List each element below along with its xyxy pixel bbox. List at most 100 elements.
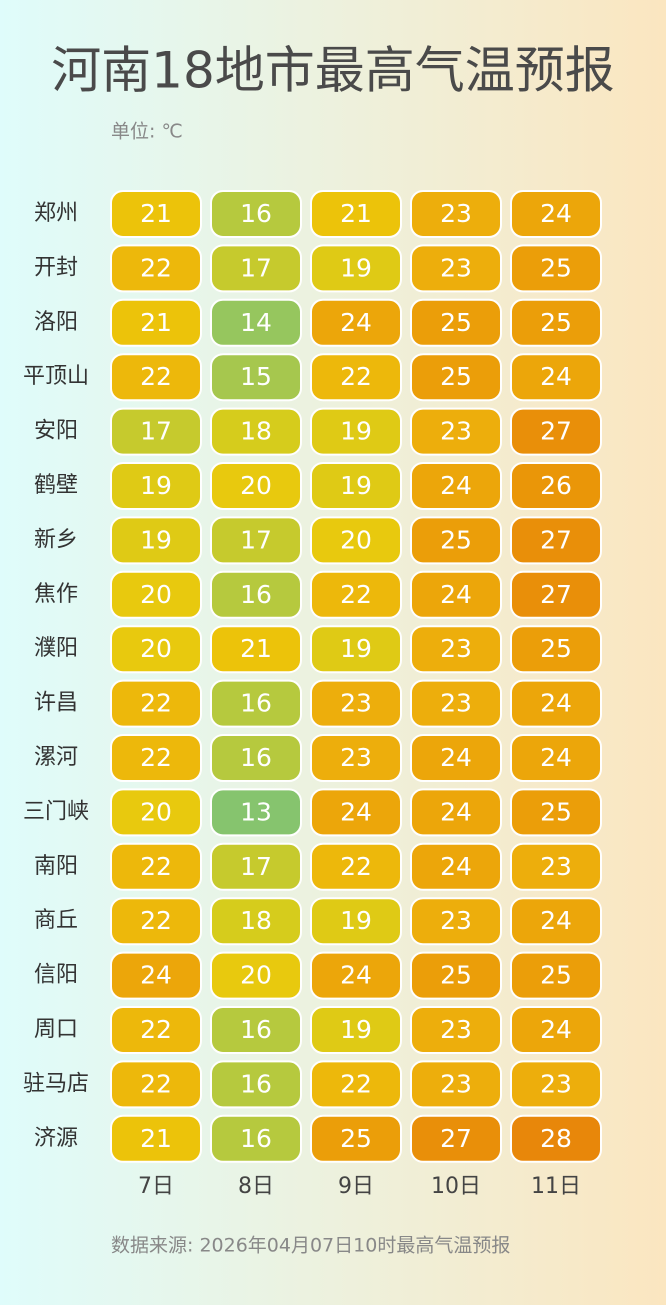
cell-label: 23 xyxy=(440,634,472,663)
cell-label: 16 xyxy=(240,743,272,772)
row-label: 安阳 xyxy=(34,419,78,444)
heat-cell xyxy=(510,244,602,293)
heat-cell xyxy=(310,407,402,456)
heat-cell xyxy=(210,951,302,1000)
heat-cell xyxy=(110,679,202,728)
cell-label: 16 xyxy=(240,580,272,609)
heat-cell xyxy=(110,516,202,565)
heat-cell xyxy=(210,298,302,347)
cell-label: 16 xyxy=(240,1015,272,1044)
cell-label: 25 xyxy=(440,961,472,990)
cell-label: 24 xyxy=(440,743,472,772)
cell-label: 16 xyxy=(240,1124,272,1153)
heat-cell xyxy=(110,570,202,619)
heat-cell xyxy=(510,1006,602,1054)
heat-cell xyxy=(410,625,502,674)
cell-label: 22 xyxy=(140,689,172,718)
cell-label: 20 xyxy=(140,580,172,609)
cell-label: 24 xyxy=(540,689,572,718)
cell-label: 19 xyxy=(340,417,372,446)
heat-cell xyxy=(310,190,402,238)
row-label: 郑州 xyxy=(34,201,78,226)
cell-label: 24 xyxy=(540,199,572,228)
heat-cell xyxy=(410,951,502,1000)
cell-label: 27 xyxy=(540,417,572,446)
heat-cell xyxy=(310,897,402,946)
heat-cell xyxy=(310,679,402,728)
cell-label: 20 xyxy=(240,961,272,990)
heat-cell xyxy=(310,570,402,619)
cell-label: 23 xyxy=(340,689,372,718)
heat-cell xyxy=(510,734,602,782)
cell-label: 19 xyxy=(340,634,372,663)
cell-label: 16 xyxy=(240,689,272,718)
heat-cell xyxy=(310,244,402,293)
cell-label: 20 xyxy=(140,634,172,663)
heat-cell xyxy=(410,298,502,347)
cell-label: 18 xyxy=(240,906,272,935)
cell-label: 24 xyxy=(540,743,572,772)
cell-label: 24 xyxy=(440,580,472,609)
cell-label: 19 xyxy=(140,525,172,554)
heat-cell xyxy=(510,625,602,674)
heat-cell xyxy=(510,788,602,837)
row-label: 济源 xyxy=(34,1126,78,1151)
cell-label: 21 xyxy=(140,308,172,337)
heat-cell xyxy=(510,298,602,347)
row-label: 鹤壁 xyxy=(34,473,78,498)
heat-cell xyxy=(410,1006,502,1054)
heat-cell xyxy=(110,951,202,1000)
heat-cell xyxy=(110,842,202,891)
cell-label: 22 xyxy=(340,1069,372,1098)
heat-cell xyxy=(410,1060,502,1109)
heat-cell xyxy=(310,516,402,565)
heat-cell xyxy=(310,788,402,837)
cell-label: 14 xyxy=(240,308,272,337)
cell-label: 24 xyxy=(540,362,572,391)
cell-label: 20 xyxy=(140,797,172,826)
heat-cell xyxy=(110,462,202,510)
heat-cell xyxy=(410,244,502,293)
heat-cell xyxy=(210,679,302,728)
heat-cell xyxy=(110,897,202,946)
row-label: 许昌 xyxy=(34,691,78,716)
row-label: 洛阳 xyxy=(34,310,78,335)
heat-cell xyxy=(110,1114,202,1163)
cell-label: 23 xyxy=(340,743,372,772)
row-label: 平顶山 xyxy=(23,364,89,389)
cell-label: 23 xyxy=(440,1015,472,1044)
cell-label: 20 xyxy=(240,471,272,500)
heat-cell xyxy=(510,951,602,1000)
heat-cell xyxy=(110,625,202,674)
heat-cell xyxy=(210,1060,302,1109)
cell-label: 27 xyxy=(540,525,572,554)
cell-label: 27 xyxy=(440,1124,472,1153)
heat-cell xyxy=(110,1060,202,1109)
cell-label: 19 xyxy=(340,1015,372,1044)
heat-cell xyxy=(510,516,602,565)
cell-label: 25 xyxy=(540,634,572,663)
cell-label: 24 xyxy=(340,308,372,337)
heat-cell xyxy=(210,842,302,891)
cell-label: 19 xyxy=(340,906,372,935)
heat-cell xyxy=(210,516,302,565)
row-label: 濮阳 xyxy=(34,636,78,661)
chart-title: 河南18地市最高气温预报 xyxy=(51,42,615,100)
cell-label: 24 xyxy=(140,961,172,990)
heat-cell xyxy=(310,951,402,1000)
cell-label: 22 xyxy=(140,852,172,881)
heat-cell xyxy=(110,190,202,238)
cell-label: 23 xyxy=(440,1069,472,1098)
heat-cell xyxy=(110,734,202,782)
heat-cell xyxy=(310,298,402,347)
source-note: 数据来源: 2026年04月07日10时最高气温预报 xyxy=(111,1235,510,1257)
column-label: 7日 xyxy=(138,1174,174,1199)
heat-cell xyxy=(410,190,502,238)
heat-cell xyxy=(210,462,302,510)
heat-cell xyxy=(210,734,302,782)
cell-label: 17 xyxy=(140,417,172,446)
cell-label: 23 xyxy=(440,689,472,718)
heat-cell xyxy=(310,625,402,674)
row-label: 商丘 xyxy=(34,908,78,933)
row-label: 焦作 xyxy=(34,582,78,607)
